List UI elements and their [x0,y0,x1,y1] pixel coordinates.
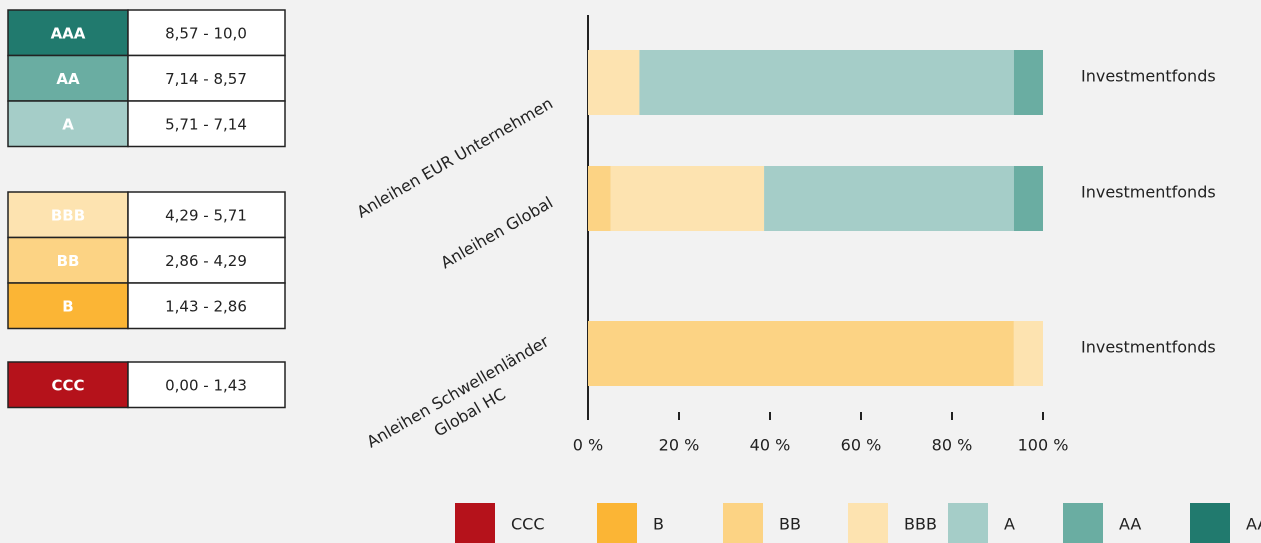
rating-cell [7,9,129,57]
legend-swatch [1190,503,1230,543]
rating-label: BBB [51,206,85,224]
bar-segment [1013,50,1043,115]
legend-swatch [597,503,637,543]
rating-cell [7,100,129,148]
rating-label: A [62,115,74,133]
x-tick-label: 80 % [932,436,973,455]
range-label: 8,57 - 10,0 [165,24,247,42]
legend-swatch [1063,503,1103,543]
range-label: 1,43 - 2,86 [165,297,247,315]
x-tick-label: 20 % [659,436,700,455]
x-tick-label: 0 % [573,436,603,455]
range-cell [127,9,286,57]
range-cell [127,54,286,102]
rating-label: CCC [51,376,84,394]
category-label: Anleihen SchwellenländerGlobal HC [363,331,564,472]
range-cell [127,100,286,148]
rating-cell [7,361,129,409]
x-tick-label: 100 % [1018,436,1069,455]
range-cell [127,361,286,409]
category-label: Anleihen Global [437,192,556,271]
bar-segment [639,50,1014,115]
category-label-line: Anleihen Schwellenländer [363,331,552,451]
category-label: Anleihen EUR Unternehmen [353,93,556,221]
range-cell [127,236,286,284]
category-label-line: Anleihen Global [437,192,556,271]
bar-segment [1013,166,1043,231]
legend-swatch [723,503,763,543]
range-cell [127,191,286,239]
range-cell [127,282,286,330]
bar-segment [588,50,640,115]
bar-label: Investmentfonds [1081,338,1216,357]
bar-segment [1013,321,1043,386]
legend-label: B [653,515,664,534]
legend-label: CCC [511,515,545,534]
x-tick-label: 60 % [841,436,882,455]
range-label: 4,29 - 5,71 [165,206,247,224]
range-label: 0,00 - 1,43 [165,376,247,394]
legend-label: AA [1119,515,1141,534]
legend-swatch [948,503,988,543]
x-tick-label: 40 % [750,436,791,455]
rating-label: AA [56,70,80,88]
legend-label: AAA [1246,515,1261,534]
legend-swatch [455,503,495,543]
rating-label: BB [57,252,80,270]
bar-label: Investmentfonds [1081,67,1216,86]
bar-label: Investmentfonds [1081,183,1216,202]
bar-segment [588,321,1014,386]
bar-segment [588,166,611,231]
legend-swatch [848,503,888,543]
range-label: 2,86 - 4,29 [165,252,247,270]
range-label: 7,14 - 8,57 [165,70,247,88]
legend-label: BBB [904,515,937,534]
range-label: 5,71 - 7,14 [165,115,247,133]
legend-label: A [1004,515,1015,534]
bar-segment [764,166,1014,231]
category-label-line: Anleihen EUR Unternehmen [353,93,556,221]
bar-segment [610,166,765,231]
rating-label: B [62,297,73,315]
rating-label: AAA [51,24,86,42]
legend-label: BB [779,515,801,534]
